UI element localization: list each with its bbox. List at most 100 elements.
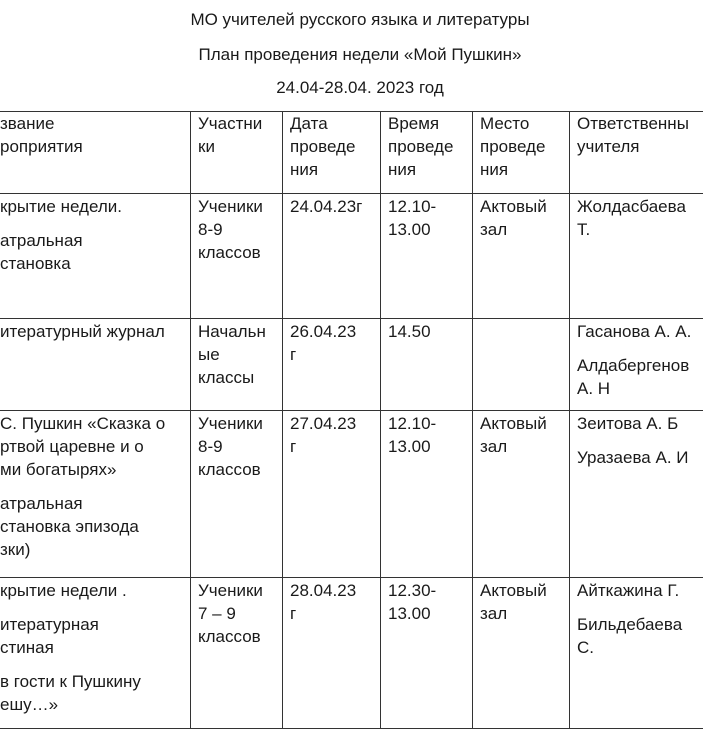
paragraph: крытие недели. (0, 195, 122, 218)
text-line: классов (198, 460, 261, 479)
table-cell: Ученики 7 – 9 классов (198, 579, 263, 659)
row-border (0, 111, 703, 112)
text-line: 14.50 (388, 322, 431, 341)
text-line: крытие недели . (0, 581, 127, 600)
paragraph: атральная становка эпизода зки) (0, 492, 165, 561)
text-line: зал (480, 437, 508, 456)
text-line: итературная (0, 615, 99, 634)
paragraph: в гости к Пушкину ешу…» (0, 670, 141, 716)
column-border (380, 111, 381, 728)
text-line: Время (388, 114, 440, 133)
text-line: 7 – 9 (198, 604, 236, 623)
paragraph: Ученики 8-9 классов (198, 195, 263, 264)
column-border (569, 111, 570, 728)
table-cell: С. Пушкин «Сказка о ртвой царевне и о ми б… (0, 412, 165, 572)
table-cell: крытие недели . итературная стиная в гости … (0, 579, 141, 727)
text-line: 8-9 (198, 220, 223, 239)
paragraph: итературный журнал (0, 320, 165, 343)
text-line: Дата (290, 114, 328, 133)
paragraph: 14.50 (388, 320, 431, 343)
text-line: зал (480, 604, 508, 623)
table-cell: Начальн ые классы (198, 320, 266, 400)
paragraph: Актовый зал (480, 195, 547, 241)
paragraph: Бильдебаева С. (577, 613, 682, 659)
row-border (0, 728, 703, 729)
text-line: Актовый (480, 581, 547, 600)
paragraph: Алдабергенов А. Н (577, 354, 691, 400)
text-line: классов (198, 627, 261, 646)
text-line: 28.04.23 (290, 581, 357, 600)
table-cell: Ученики 8-9 классов (198, 195, 263, 275)
table-cell: 28.04.23 г (290, 579, 356, 636)
paragraph: Актовый зал (480, 412, 547, 458)
row-border (0, 577, 703, 578)
text-line: Уразаева А. И (577, 448, 689, 467)
text-line: 12.30- (388, 581, 437, 600)
text-line: С. (577, 638, 594, 657)
text-line: становка (0, 254, 71, 273)
text-line: Гасанова А. А. (577, 322, 692, 341)
text-line: ки (198, 137, 215, 156)
text-line: Жолдасбаева (577, 197, 686, 216)
text-line: ния (480, 160, 509, 179)
header-line: План проведения недели «Мой Пушкин» (198, 45, 522, 64)
text-line: Участни (198, 114, 263, 133)
text-line: 13.00 (388, 604, 431, 623)
paragraph: 12.10- 13.00 (388, 195, 436, 241)
column-border (190, 111, 191, 728)
text-line: г (290, 345, 297, 364)
table-cell: 24.04.23г (290, 195, 362, 229)
text-line: 8-9 (198, 437, 223, 456)
header-line: 24.04-28.04. 2023 год (276, 78, 444, 97)
table-cell: Актовый зал (480, 195, 547, 252)
row-border (0, 193, 703, 194)
text-line: атральная (0, 231, 83, 250)
text-line: зки) (0, 540, 31, 559)
table-cell: Актовый зал (480, 412, 547, 469)
column-header: звание роприятия (0, 112, 83, 158)
paragraph: Актовый зал (480, 579, 547, 625)
text-line: 12.10- (388, 197, 437, 216)
text-line: атральная (0, 494, 83, 513)
table-cell: крытие недели. атральная становка (0, 195, 122, 286)
text-line: Ученики (198, 414, 263, 433)
paragraph: Жолдасбаева Т. (577, 195, 686, 241)
table-cell: 12.10- 13.00 (388, 195, 436, 252)
paragraph: 12.30- 13.00 (388, 579, 436, 625)
text-line: итературный журнал (0, 322, 165, 341)
text-line: Т. (577, 220, 591, 239)
text-line: классов (198, 243, 261, 262)
column-border (472, 111, 473, 728)
table-cell: Зеитова А. Б Уразаева А. И (577, 412, 688, 480)
table-cell: Жолдасбаева Т. (577, 195, 686, 252)
paragraph: Уразаева А. И (577, 446, 688, 469)
text-line: А. Н (577, 379, 611, 398)
text-line: Алдабергенов (577, 356, 690, 375)
column-header: Участни ки (198, 112, 262, 158)
table-cell: 12.30- 13.00 (388, 579, 436, 636)
text-line: ния (388, 160, 417, 179)
text-line: проведе (388, 137, 454, 156)
paragraph: 24.04.23г (290, 195, 362, 218)
table-cell: 12.10- 13.00 (388, 412, 436, 469)
text-line: Актовый (480, 197, 547, 216)
text-line: 24.04.23г (290, 197, 363, 216)
text-line: Ученики (198, 197, 263, 216)
table-cell: 27.04.23 г (290, 412, 356, 469)
paragraph: Зеитова А. Б (577, 412, 688, 435)
text-line: 12.10- (388, 414, 437, 433)
paragraph: 12.10- 13.00 (388, 412, 436, 458)
column-header: Место проведе ния (480, 112, 545, 181)
table-cell: Гасанова А. А. Алдабергенов А. Н (577, 320, 691, 411)
text-line: г (290, 437, 297, 456)
paragraph: Гасанова А. А. (577, 320, 691, 343)
text-line: ешу…» (0, 695, 59, 714)
text-line: ния (290, 160, 319, 179)
text-line: зал (480, 220, 508, 239)
paragraph: 26.04.23 г (290, 320, 356, 366)
paragraph: С. Пушкин «Сказка о ртвой царевне и о ми б… (0, 412, 165, 481)
text-line: Бильдебаева (577, 615, 683, 634)
text-line: С. Пушкин «Сказка о (0, 414, 166, 433)
text-line: Актовый (480, 414, 547, 433)
